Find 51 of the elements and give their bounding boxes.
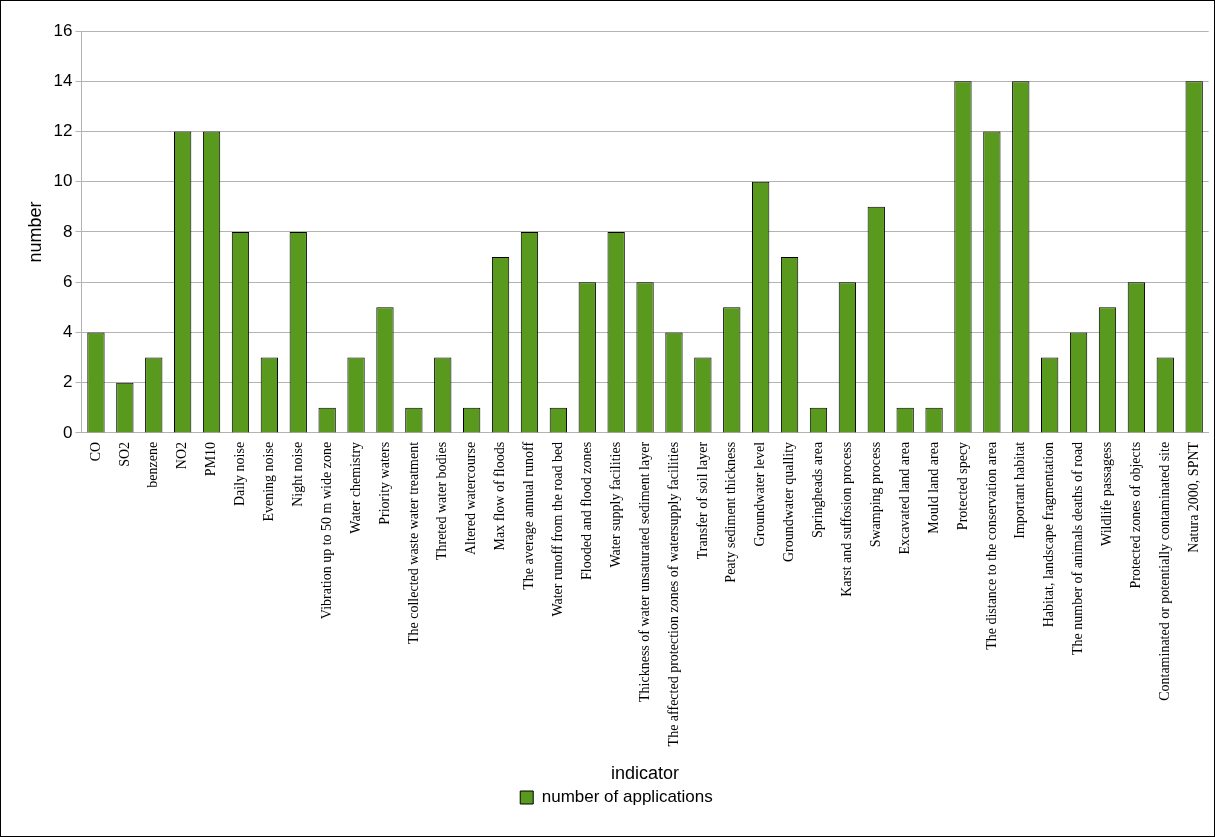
x-tick-label: Habitat, landscape fragmentation (1041, 441, 1057, 628)
y-tick-label: 8 (63, 221, 73, 241)
x-tick-label: PM10 (203, 441, 219, 477)
x-tick-label: benzene (145, 441, 161, 488)
x-tick-label: NO2 (174, 441, 190, 470)
x-tick-label: Vibration up to 50 m wide zone (318, 441, 334, 620)
y-tick-label: 2 (63, 372, 73, 392)
y-tick-label: 16 (53, 20, 73, 40)
x-tick-label: The average annual runoff (521, 441, 537, 590)
x-tick-label: Daily noise (232, 441, 248, 507)
x-tick-label: Evening noise (261, 441, 277, 522)
x-tick-label: Transfer of soil layer (694, 441, 710, 560)
x-tick-label: Contaminated or potentially contaminated site (1156, 441, 1172, 701)
y-tick-label: 6 (63, 271, 73, 291)
x-tick-label: Groundwater level (752, 441, 768, 547)
x-tick-label: CO (87, 441, 103, 462)
x-tick-label: Max flow of floods (492, 441, 508, 551)
x-tick-label: Natura 2000, SPNT (1185, 441, 1201, 553)
x-tick-label: Mould land area (925, 441, 941, 534)
x-tick-label: Excavated land area (896, 441, 912, 555)
x-tick-label: Water chemistry (347, 441, 363, 534)
x-tick-label: Karst and suffosion process (839, 441, 855, 597)
x-tick-label: Groundwater quallity (781, 441, 797, 563)
x-axis-title: indicator (611, 763, 680, 784)
y-tick-label: 14 (53, 70, 73, 90)
x-tick-label: Protected zones of objects (1128, 441, 1144, 589)
x-tick-label: Water runoff from the road bed (550, 441, 566, 617)
x-tick-label: Priority waters (376, 441, 392, 525)
x-tick-label: SO2 (116, 441, 132, 467)
x-tick-label: Swamping process (867, 441, 883, 548)
x-tick-label: Important habitat (1012, 441, 1028, 539)
legend-label: number of applications (541, 787, 713, 807)
x-tick-label: The number of animals deaths of road (1070, 441, 1086, 655)
y-tick-label: 4 (63, 322, 73, 342)
x-tick-label: Flooded and flood zones (578, 441, 594, 580)
x-tick-label: Thickness of water unsaturated sediment layer (636, 441, 652, 702)
x-tick-label: Wildlife passagess (1099, 441, 1115, 546)
y-tick-label: 12 (53, 121, 73, 141)
x-tick-label: Altered watercourse (463, 441, 479, 555)
y-tick-label: 10 (53, 171, 73, 191)
y-axis-title: number (24, 201, 45, 263)
x-tick-label: Threted water bodies (434, 441, 450, 561)
y-tick-label: 0 (63, 422, 73, 442)
x-tick-label: Night noise (289, 441, 305, 507)
x-tick-label: Peaty sediment thickness (723, 441, 739, 583)
x-tick-label: Water supply facilities (607, 441, 623, 568)
x-tick-label: The affected protection zones of watersupply facilities (665, 441, 681, 747)
x-tick-label: The distance to the conservation area (983, 441, 999, 650)
x-tick-label: Springheads area (810, 441, 826, 538)
x-tick-label: Protected specy (954, 441, 970, 531)
x-tick-label: The collected waste water treatment (405, 441, 421, 645)
